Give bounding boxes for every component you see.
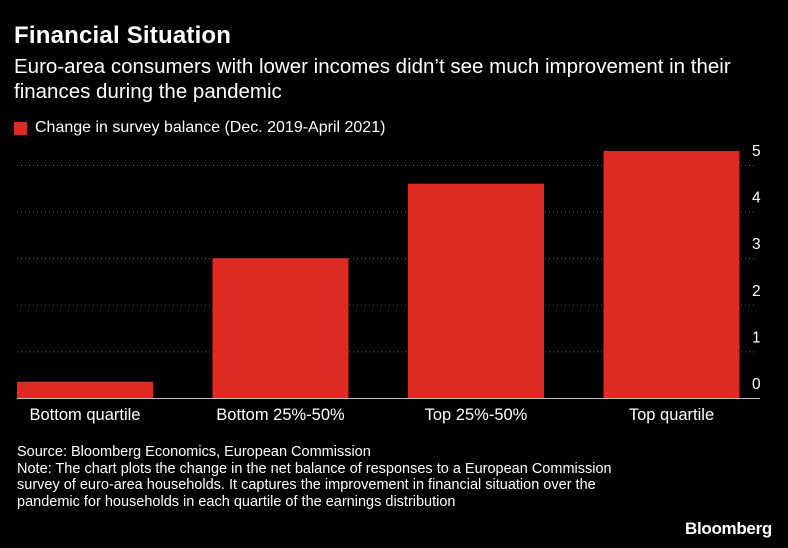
brand-logo: Bloomberg <box>684 519 772 538</box>
legend-swatch <box>14 121 27 135</box>
bar <box>212 258 349 398</box>
y-tick-label: 5 <box>752 143 761 160</box>
x-tick-label: Bottom 25%-50% <box>216 406 345 424</box>
source-note: Source: Bloomberg Economics, European Co… <box>17 444 371 460</box>
chart-subtitle: Euro-area consumers with lower incomes d… <box>14 55 731 103</box>
y-tick-label: 2 <box>752 283 761 300</box>
x-tick-label: Bottom quartile <box>30 406 141 424</box>
chart-title: Financial Situation <box>14 22 232 49</box>
y-tick-label: 0 <box>752 376 761 393</box>
chart-note: Note: The chart plots the change in the … <box>17 460 612 510</box>
x-tick-label: Top quartile <box>629 406 714 424</box>
y-tick-label: 1 <box>752 329 761 346</box>
bar <box>17 381 153 398</box>
bar <box>603 151 740 398</box>
footer: Source: Bloomberg Economics, European Co… <box>17 444 657 510</box>
bar <box>408 183 544 398</box>
legend-label: Change in survey balance (Dec. 2019-Apri… <box>35 119 386 136</box>
x-tick-label: Top 25%-50% <box>425 406 528 424</box>
y-tick-label: 3 <box>752 236 761 253</box>
y-tick-label: 4 <box>752 190 761 207</box>
legend: Change in survey balance (Dec. 2019-Apri… <box>14 119 385 137</box>
